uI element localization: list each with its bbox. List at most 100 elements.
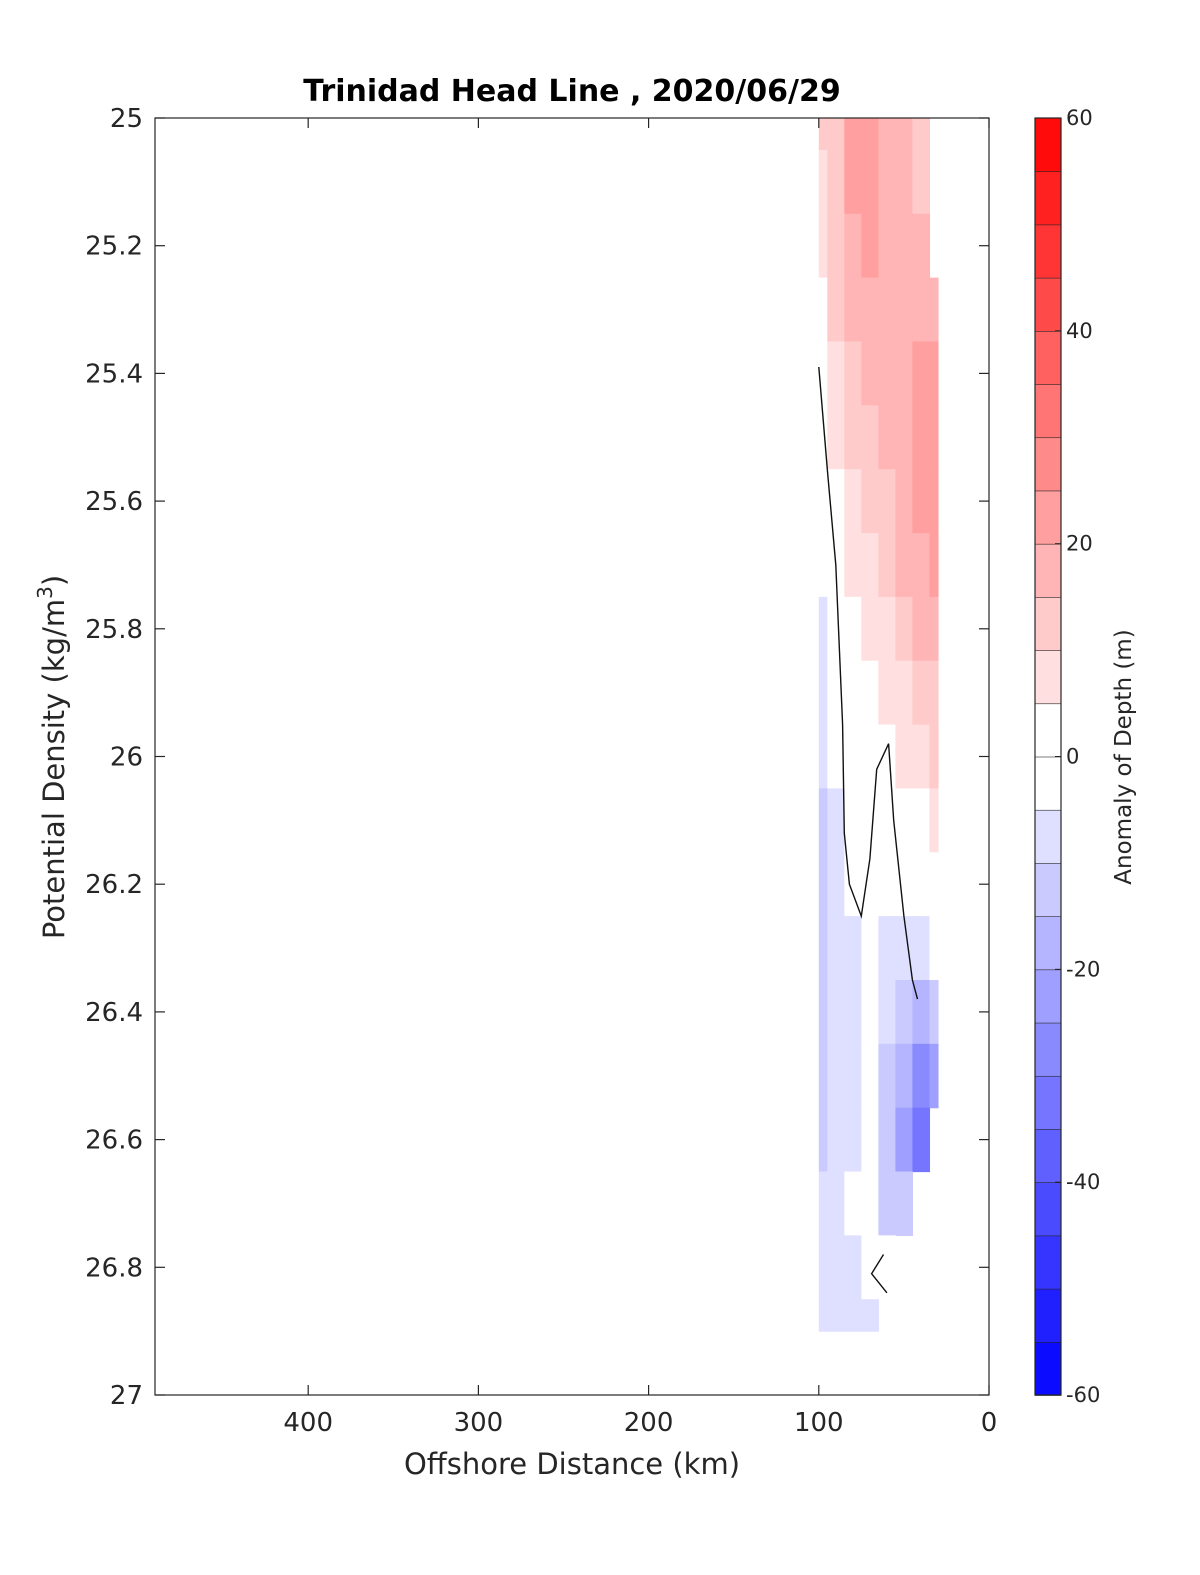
heatmap-cell: [818, 118, 828, 151]
heatmap-layer: [818, 118, 939, 1332]
heatmap-cell: [912, 341, 931, 406]
colorbar-swatch: [1034, 596, 1062, 651]
x-tick-label: 400: [283, 1408, 333, 1438]
heatmap-cell: [818, 277, 828, 343]
heatmap-cell: [844, 788, 862, 853]
heatmap-cell: [844, 533, 862, 598]
colorbar-swatch: [1034, 170, 1062, 226]
heatmap-cell: [861, 469, 879, 534]
heatmap-cell: [929, 341, 939, 406]
heatmap-cell: [861, 1235, 879, 1300]
heatmap-cell: [878, 1043, 896, 1109]
heatmap-cell: [827, 788, 845, 853]
colorbar-swatch: [1034, 649, 1062, 705]
heatmap-cell: [844, 277, 862, 343]
heatmap-cell: [861, 660, 879, 726]
heatmap-cell: [878, 533, 896, 598]
heatmap-cell: [912, 916, 931, 981]
heatmap-cell: [878, 788, 896, 853]
heatmap-cell: [827, 852, 845, 917]
heatmap-cell: [818, 469, 828, 534]
heatmap-cell: [895, 916, 914, 981]
x-tick-label: 300: [454, 1408, 504, 1438]
heatmap-cell: [844, 1171, 862, 1236]
heatmap-cell: [827, 1171, 845, 1236]
heatmap-cell: [861, 118, 879, 151]
heatmap-cell: [827, 213, 845, 279]
heatmap-cell: [818, 213, 828, 279]
x-axis: 400 300 200 100 0: [283, 118, 997, 1438]
colorbar-swatch: [1034, 490, 1062, 545]
chart-title: Trinidad Head Line , 2020/06/29: [303, 74, 840, 109]
heatmap-cell: [827, 405, 845, 470]
heatmap-cell: [878, 149, 896, 215]
zero-contour-layer: [818, 366, 919, 1294]
y-tick-label: 26.6: [85, 1126, 143, 1156]
heatmap-cell: [844, 341, 862, 406]
heatmap-cell: [844, 660, 862, 726]
heatmap-cell: [895, 852, 914, 917]
heatmap-cell: [912, 1107, 931, 1173]
heatmap-cell: [929, 405, 939, 470]
x-tick-label: 100: [794, 1408, 844, 1438]
y-tick-label: 26.4: [85, 998, 143, 1028]
heatmap-cell: [878, 118, 896, 151]
zero-contour-line: [818, 366, 919, 1000]
colorbar-tick-label: 40: [1066, 319, 1093, 343]
y-tick-label: 25.2: [85, 232, 143, 262]
heatmap-cell: [844, 916, 862, 981]
heatmap-cell: [878, 596, 896, 662]
colorbar-swatch: [1034, 1235, 1062, 1290]
heatmap-cell: [929, 979, 939, 1045]
colorbar-swatch: [1034, 330, 1062, 385]
colorbar-swatch: [1034, 1128, 1062, 1183]
heatmap-cell: [878, 277, 896, 343]
x-tick-label: 200: [624, 1408, 674, 1438]
heatmap-cell: [844, 1299, 862, 1332]
heatmap-cell: [818, 979, 828, 1045]
heatmap-cell: [912, 724, 931, 790]
y-tick-label: 25.6: [85, 487, 143, 517]
heatmap-cell: [895, 660, 914, 726]
heatmap-cell: [818, 724, 828, 790]
colorbar-swatch: [1034, 862, 1062, 917]
heatmap-cell: [827, 724, 845, 790]
heatmap-cell: [861, 213, 879, 279]
heatmap-cell: [844, 469, 862, 534]
heatmap-cell: [912, 788, 931, 853]
heatmap-cell: [929, 852, 939, 917]
heatmap-cell: [912, 118, 931, 151]
heatmap-cell: [844, 118, 862, 151]
heatmap-cell: [818, 533, 828, 598]
heatmap-cell: [818, 405, 828, 470]
y-axis-label-suffix: ): [37, 575, 71, 586]
y-tick-label: 27: [110, 1381, 143, 1411]
colorbar-swatch: [1034, 1022, 1062, 1077]
heatmap-cell: [818, 1299, 828, 1332]
y-tick-label: 26.2: [85, 870, 143, 900]
heatmap-cell: [895, 1171, 914, 1236]
heatmap-cell: [861, 724, 879, 790]
heatmap-cell: [929, 596, 939, 662]
heatmap-cell: [878, 1107, 896, 1173]
heatmap-cell: [895, 341, 914, 406]
heatmap-cell: [818, 788, 828, 853]
heatmap-cell: [818, 1235, 828, 1300]
heatmap-cell: [827, 149, 845, 215]
heatmap-cell: [818, 660, 828, 726]
heatmap-cell: [827, 118, 845, 151]
colorbar-swatch: [1034, 543, 1062, 598]
heatmap-cell: [929, 277, 939, 343]
heatmap-cell: [929, 660, 939, 726]
colorbar-tick-label: 20: [1066, 532, 1093, 556]
heatmap-cell: [878, 405, 896, 470]
heatmap-cell: [878, 469, 896, 534]
heatmap-cell: [827, 596, 845, 662]
colorbar-tick-label: 0: [1066, 745, 1079, 769]
y-axis-label-main: Potential Density (kg/m: [37, 599, 71, 939]
heatmap-cell: [895, 533, 914, 598]
heatmap-cell: [895, 213, 914, 279]
colorbar-swatch: [1034, 117, 1062, 173]
heatmap-cell: [844, 1235, 862, 1300]
